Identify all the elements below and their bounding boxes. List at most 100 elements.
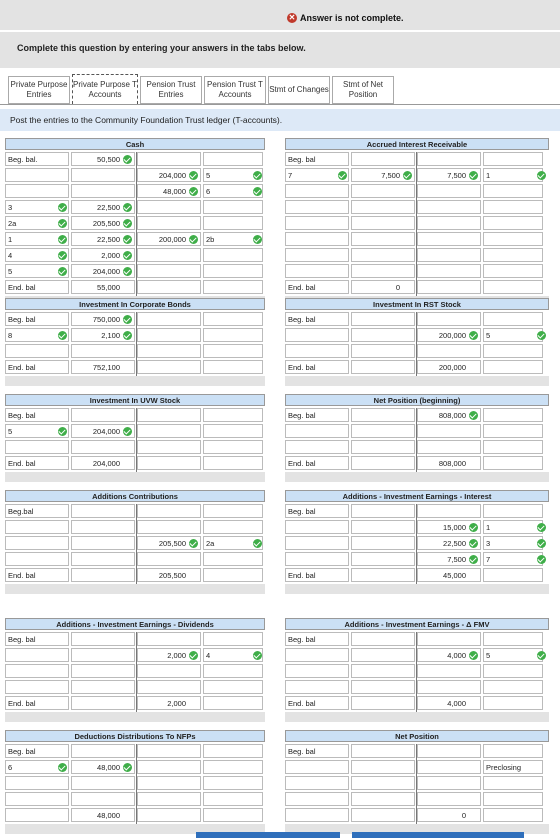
dd-cell[interactable] bbox=[71, 776, 135, 790]
icb-cell[interactable]: 2,100 bbox=[71, 328, 135, 342]
dd-cell[interactable] bbox=[203, 760, 263, 774]
fmv-cell[interactable] bbox=[351, 632, 415, 646]
cash-cell[interactable] bbox=[137, 216, 201, 230]
fmv-cell[interactable] bbox=[417, 632, 481, 646]
aed-cell[interactable] bbox=[71, 680, 135, 694]
icb-cell[interactable] bbox=[71, 344, 135, 358]
icb-cell[interactable] bbox=[203, 360, 263, 374]
aei-cell[interactable] bbox=[483, 504, 543, 518]
fmv-cell[interactable]: Beg. bal bbox=[285, 632, 349, 646]
aed-cell[interactable]: 2,000 bbox=[137, 696, 201, 710]
npb-cell[interactable] bbox=[285, 424, 349, 438]
uvw-cell[interactable]: 204,000 bbox=[71, 456, 135, 470]
ac-cell[interactable] bbox=[137, 520, 201, 534]
cash-cell[interactable] bbox=[137, 248, 201, 262]
aed-cell[interactable] bbox=[71, 664, 135, 678]
cash-cell[interactable] bbox=[137, 264, 201, 278]
rst-cell[interactable] bbox=[417, 312, 481, 326]
ac-cell[interactable]: 205,500 bbox=[137, 568, 201, 582]
ac-cell[interactable]: End. bal bbox=[5, 568, 69, 582]
uvw-cell[interactable]: Beg. bal bbox=[5, 408, 69, 422]
air-cell[interactable] bbox=[483, 152, 543, 166]
uvw-cell[interactable] bbox=[71, 440, 135, 454]
np-cell[interactable] bbox=[285, 808, 349, 822]
fmv-cell[interactable]: End. bal bbox=[285, 696, 349, 710]
aei-cell[interactable] bbox=[351, 520, 415, 534]
aed-cell[interactable] bbox=[203, 664, 263, 678]
cash-cell[interactable]: End. bal bbox=[5, 280, 69, 294]
fmv-cell[interactable] bbox=[351, 664, 415, 678]
npb-cell[interactable] bbox=[483, 424, 543, 438]
npb-cell[interactable]: 808,000 bbox=[417, 408, 481, 422]
aei-cell[interactable] bbox=[285, 520, 349, 534]
np-cell[interactable] bbox=[351, 760, 415, 774]
fmv-cell[interactable]: 4,000 bbox=[417, 648, 481, 662]
ac-cell[interactable] bbox=[71, 520, 135, 534]
prev-tab-button[interactable] bbox=[196, 832, 340, 838]
fmv-cell[interactable]: 5 bbox=[483, 648, 543, 662]
rst-cell[interactable] bbox=[285, 344, 349, 358]
cash-cell[interactable]: 5 bbox=[203, 168, 263, 182]
air-cell[interactable] bbox=[417, 152, 481, 166]
air-cell[interactable] bbox=[417, 216, 481, 230]
npb-cell[interactable] bbox=[417, 424, 481, 438]
icb-cell[interactable] bbox=[137, 312, 201, 326]
aei-cell[interactable]: 3 bbox=[483, 536, 543, 550]
np-cell[interactable]: 0 bbox=[417, 808, 481, 822]
icb-cell[interactable] bbox=[5, 344, 69, 358]
uvw-cell[interactable]: 5 bbox=[5, 424, 69, 438]
ac-cell[interactable] bbox=[137, 552, 201, 566]
uvw-cell[interactable] bbox=[137, 408, 201, 422]
air-cell[interactable]: 7,500 bbox=[417, 168, 481, 182]
cash-cell[interactable]: 22,500 bbox=[71, 200, 135, 214]
rst-cell[interactable] bbox=[483, 312, 543, 326]
aei-cell[interactable]: 7 bbox=[483, 552, 543, 566]
aed-cell[interactable] bbox=[203, 696, 263, 710]
cash-cell[interactable] bbox=[203, 280, 263, 294]
uvw-cell[interactable] bbox=[203, 456, 263, 470]
uvw-cell[interactable] bbox=[203, 424, 263, 438]
dd-cell[interactable] bbox=[71, 744, 135, 758]
np-cell[interactable] bbox=[483, 808, 543, 822]
fmv-cell[interactable] bbox=[417, 664, 481, 678]
np-cell[interactable] bbox=[417, 744, 481, 758]
air-cell[interactable] bbox=[417, 248, 481, 262]
dd-cell[interactable] bbox=[203, 776, 263, 790]
npb-cell[interactable] bbox=[417, 440, 481, 454]
ac-cell[interactable] bbox=[5, 552, 69, 566]
aei-cell[interactable]: 22,500 bbox=[417, 536, 481, 550]
air-cell[interactable] bbox=[285, 184, 349, 198]
next-tab-button[interactable] bbox=[352, 832, 524, 838]
rst-cell[interactable]: 200,000 bbox=[417, 360, 481, 374]
aei-cell[interactable]: 7,500 bbox=[417, 552, 481, 566]
dd-cell[interactable] bbox=[5, 808, 69, 822]
cash-cell[interactable] bbox=[5, 168, 69, 182]
air-cell[interactable] bbox=[417, 264, 481, 278]
fmv-cell[interactable] bbox=[285, 664, 349, 678]
dd-cell[interactable] bbox=[5, 776, 69, 790]
dd-cell[interactable]: Beg. bal bbox=[5, 744, 69, 758]
dd-cell[interactable] bbox=[203, 792, 263, 806]
cash-cell[interactable]: 3 bbox=[5, 200, 69, 214]
fmv-cell[interactable] bbox=[483, 696, 543, 710]
cash-cell[interactable] bbox=[71, 168, 135, 182]
cash-cell[interactable]: 2,000 bbox=[71, 248, 135, 262]
air-cell[interactable] bbox=[483, 280, 543, 294]
aei-cell[interactable] bbox=[351, 552, 415, 566]
aed-cell[interactable] bbox=[137, 664, 201, 678]
aei-cell[interactable]: 1 bbox=[483, 520, 543, 534]
rst-cell[interactable] bbox=[483, 360, 543, 374]
npb-cell[interactable] bbox=[351, 424, 415, 438]
dd-cell[interactable] bbox=[5, 792, 69, 806]
air-cell[interactable] bbox=[351, 248, 415, 262]
npb-cell[interactable] bbox=[351, 456, 415, 470]
aei-cell[interactable] bbox=[483, 568, 543, 582]
cash-cell[interactable] bbox=[137, 200, 201, 214]
rst-cell[interactable] bbox=[417, 344, 481, 358]
cash-cell[interactable]: 5 bbox=[5, 264, 69, 278]
aei-cell[interactable] bbox=[351, 568, 415, 582]
fmv-cell[interactable] bbox=[483, 632, 543, 646]
dd-cell[interactable] bbox=[203, 744, 263, 758]
icb-cell[interactable]: 750,000 bbox=[71, 312, 135, 326]
aed-cell[interactable] bbox=[71, 632, 135, 646]
